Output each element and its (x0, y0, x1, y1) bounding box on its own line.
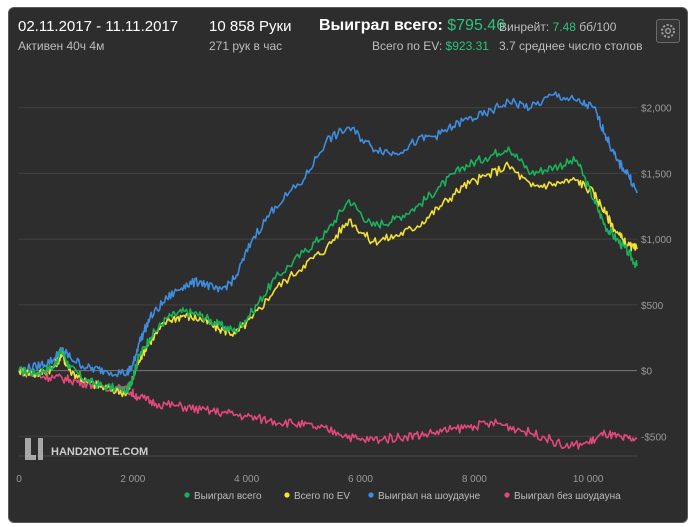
gear-icon (661, 24, 675, 38)
legend-label: Выиграл на шоудауне (378, 491, 481, 502)
legend-marker (284, 492, 290, 498)
hands-per-hour: 271 рук в час (209, 39, 283, 53)
series-line (18, 146, 638, 395)
hand2note-logo-mark (25, 438, 43, 460)
y-tick-label: -$500 (641, 432, 667, 443)
y-axis: -$500 $0 $500 $1,000 $1,500 $2,000 (641, 104, 672, 444)
grid (19, 107, 637, 457)
hands-count: 10 858 Руки (209, 18, 292, 35)
series-line (18, 91, 638, 378)
y-tick-label: $1,500 (641, 169, 672, 180)
legend-label: Выиграл без шоудауна (514, 490, 621, 502)
x-tick-label: 6 000 (348, 474, 373, 485)
legend: Выиграл всего Всего по EV Выиграл на шоуда… (184, 490, 621, 502)
ev-total: Всего по EV: $923.31 (372, 39, 489, 53)
x-axis: 0 2 000 4 000 6 000 8 000 10 000 (16, 474, 604, 485)
brand-logo: HAND2NOTE.COM (25, 438, 148, 460)
legend-marker (368, 492, 374, 498)
won-total-value: $795.46 (447, 17, 506, 34)
legend-marker (184, 492, 190, 498)
active-time: Активен 40ч 4м (18, 39, 105, 53)
date-range: 02.11.2017 - 11.11.2017 (18, 18, 179, 35)
winrate-value: 7.48 (552, 20, 576, 34)
y-tick-label: $0 (641, 367, 653, 378)
winrate-unit: бб/100 (579, 20, 617, 34)
x-tick-label: 4 000 (234, 474, 259, 485)
legend-marker (504, 492, 510, 498)
chart-panel: 02.11.2017 - 11.11.2017 Активен 40ч 4м 1… (8, 7, 688, 523)
legend-label: Выиграл всего (194, 491, 262, 502)
legend-label: Всего по EV (294, 491, 350, 502)
brand-text: HAND2NOTE.COM (51, 446, 148, 458)
x-tick-label: 0 (16, 474, 22, 485)
chart-area: HAND2NOTE.COM 0 2 000 4 000 6 000 8 000 10 00… (16, 91, 672, 502)
y-tick-label: $2,000 (641, 104, 672, 115)
winrate-label: Винрейт: (499, 20, 550, 34)
x-tick-label: 8 000 (462, 474, 487, 485)
series-line (18, 161, 638, 398)
y-tick-label: $500 (641, 301, 664, 312)
series (18, 91, 638, 450)
x-tick-label: 10 000 (573, 474, 604, 485)
x-tick-label: 2 000 (120, 474, 145, 485)
settings-button[interactable] (656, 19, 680, 43)
won-total-label: Выиграл всего: (319, 17, 443, 34)
y-tick-label: $1,000 (641, 235, 672, 246)
winrate: Винрейт: 7.48 бб/100 (499, 20, 616, 34)
ev-value: $923.31 (445, 39, 489, 53)
won-total: Выиграл всего: $795.46 (319, 17, 505, 35)
ev-label: Всего по EV: (372, 39, 443, 53)
avg-tables: 3.7 среднее число столов (499, 39, 643, 53)
